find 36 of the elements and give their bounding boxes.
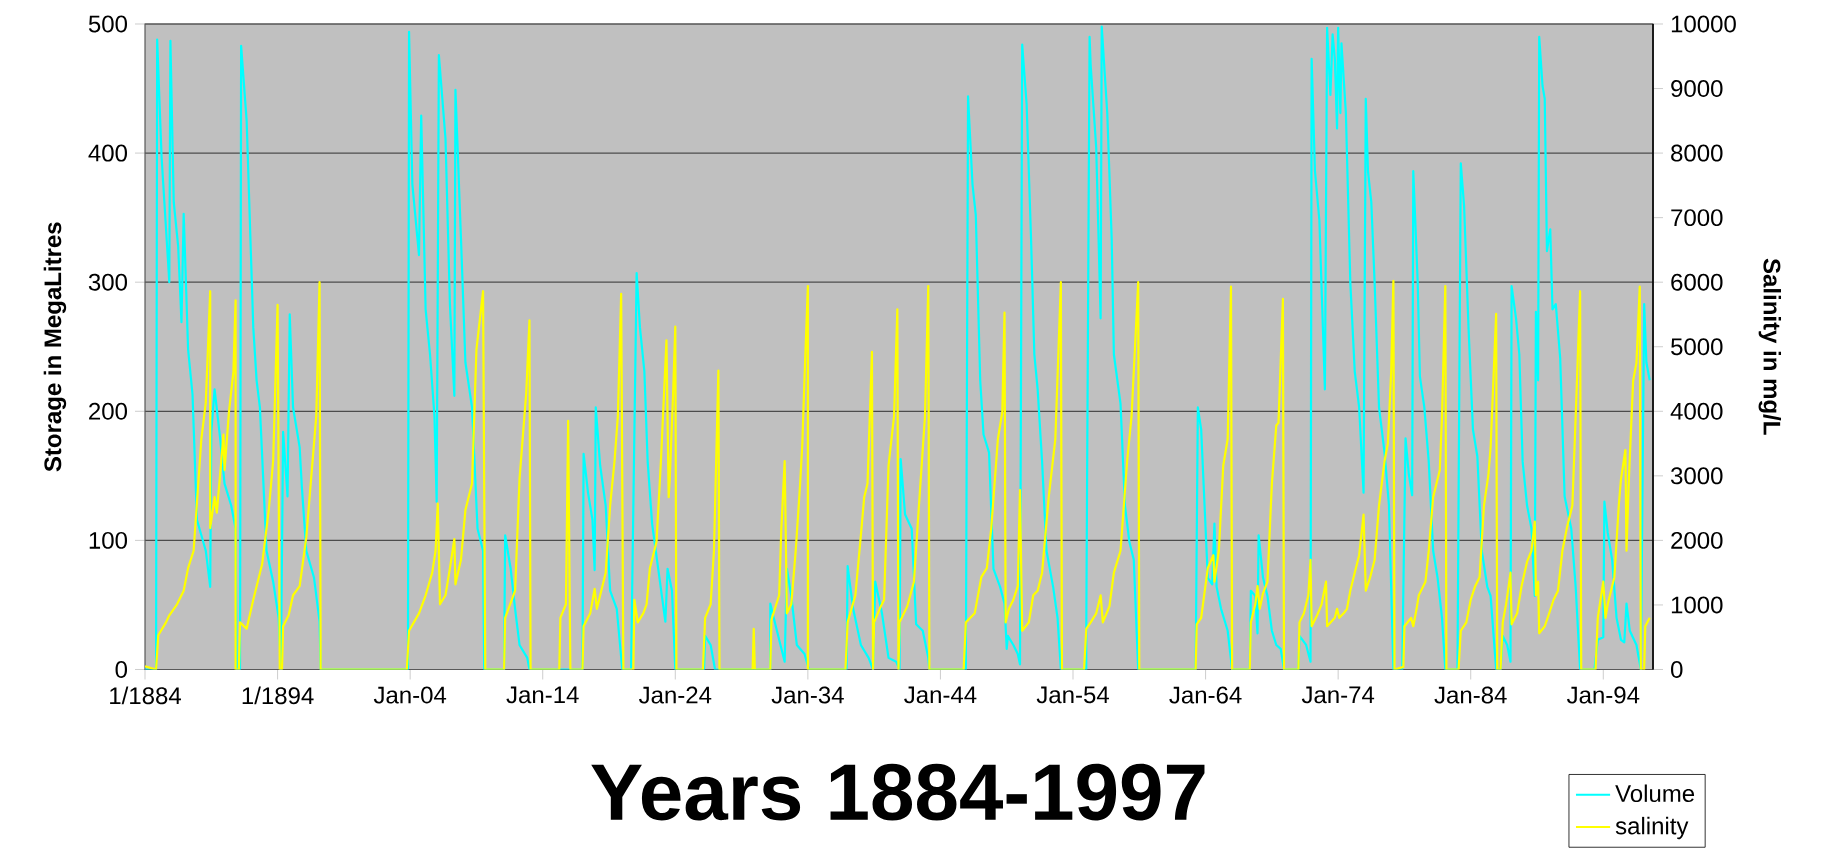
x-tick-label: Jan-84: [1434, 686, 1507, 704]
x-tick-label: 1/1894: [242, 686, 314, 705]
line-series: [145, 279, 1651, 670]
x-tick-label: Jan-24: [638, 686, 712, 704]
y-axis-title: Storage in MegaLitres: [43, 222, 67, 472]
x-tick-label: Jan-94: [1566, 686, 1640, 704]
y-tick-label: 500: [88, 15, 128, 33]
y2-axis-title: Salinity in mg/L: [1758, 258, 1782, 435]
y-tick-label: 400: [88, 144, 128, 162]
y2-tick-label: 10000: [1671, 15, 1736, 33]
y-tick-label: 0: [115, 661, 128, 678]
x-tick-label: Jan-44: [904, 686, 977, 704]
y2-tick-label: 7000: [1671, 209, 1723, 227]
x-axis-title: Years 1884-1997: [591, 763, 1205, 821]
y2-tick-label: 4000: [1670, 402, 1723, 420]
x-tick-label: Jan-14: [506, 686, 579, 704]
x-tick-label: Jan-04: [373, 686, 447, 704]
y2-tick-label: 6000: [1671, 273, 1723, 291]
x-tick-label: Jan-54: [1036, 686, 1109, 704]
line-series: [145, 25, 1651, 670]
y-tick-label: 200: [89, 402, 128, 420]
x-tick-label: Jan-74: [1301, 686, 1375, 704]
y2-tick-label: 0: [1671, 661, 1683, 678]
x-tick-label: 1/1884: [110, 686, 181, 705]
y2-tick-label: 5000: [1671, 338, 1723, 356]
y2-tick-label: 1000: [1671, 596, 1723, 614]
y2-tick-label: 3000: [1670, 467, 1723, 485]
y2-tick-label: 2000: [1671, 531, 1723, 549]
y-tick-label: 300: [88, 273, 128, 291]
y2-tick-label: 8000: [1671, 144, 1723, 162]
x-tick-label: Jan-34: [771, 686, 844, 704]
legend-label: Volume: [1615, 784, 1695, 803]
legend-label: salinity: [1615, 816, 1689, 840]
y2-tick-label: 9000: [1671, 80, 1723, 98]
y-tick-label: 100: [89, 531, 128, 549]
x-tick-label: Jan-64: [1169, 686, 1242, 704]
